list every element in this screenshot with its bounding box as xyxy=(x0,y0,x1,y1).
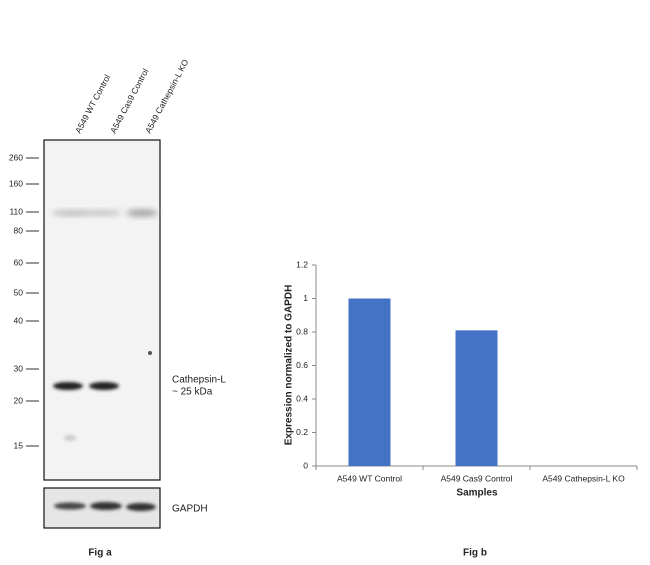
marker-label: 50 xyxy=(14,287,24,297)
lane-label: A549 Cathepsin-L KO xyxy=(143,57,191,135)
y-tick-label: 0.2 xyxy=(296,427,308,437)
gapdh-bands xyxy=(54,502,156,511)
caption-a: Fig a xyxy=(88,548,112,559)
y-tick-label: 0.6 xyxy=(296,360,308,370)
marker-label: 260 xyxy=(9,152,23,162)
marker-label: 20 xyxy=(14,395,24,405)
y-tick-label: 0 xyxy=(303,460,308,470)
y-tick-label: 1 xyxy=(303,293,308,303)
marker-label: 30 xyxy=(14,363,24,373)
y-tick-label: 0.4 xyxy=(296,393,308,403)
blot-bands xyxy=(52,209,158,441)
y-tick-label: 1.2 xyxy=(296,259,308,269)
lane-label: A549 WT Control xyxy=(73,73,112,135)
marker-label: 110 xyxy=(9,206,23,216)
band-label: Cathepsin-L xyxy=(172,375,226,386)
x-tick-label: A549 WT Control xyxy=(337,473,402,483)
bar xyxy=(348,298,391,466)
marker-label: 40 xyxy=(14,315,24,325)
caption-b: Fig b xyxy=(463,548,487,559)
marker-label: 160 xyxy=(9,178,23,188)
lane-label: A549 Cas9 Control xyxy=(108,67,151,135)
marker-label: 60 xyxy=(14,257,24,267)
loading-control-label: GAPDH xyxy=(172,504,208,515)
marker-label: 80 xyxy=(14,225,24,235)
x-tick-label: A549 Cathepsin-L KO xyxy=(542,473,625,483)
blot-panel xyxy=(43,139,161,481)
x-axis-label: Samples xyxy=(456,488,498,499)
band-size: ~ 25 kDa xyxy=(172,387,213,398)
y-axis-label: Expression normalized to GAPDH xyxy=(284,285,295,446)
marker-label: 15 xyxy=(14,440,24,450)
y-tick-label: 0.8 xyxy=(296,326,308,336)
bar xyxy=(455,330,498,466)
x-tick-label: A549 Cas9 Control xyxy=(441,473,513,483)
